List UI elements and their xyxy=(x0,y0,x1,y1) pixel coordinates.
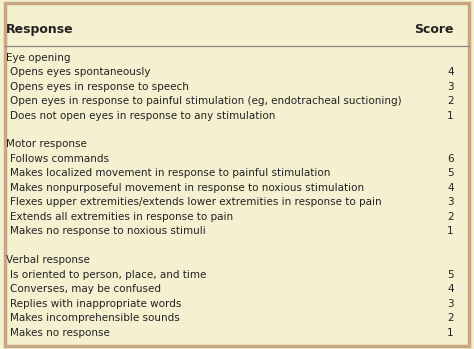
Text: Follows commands: Follows commands xyxy=(10,154,109,164)
Text: Score: Score xyxy=(414,23,454,36)
Text: 2: 2 xyxy=(447,212,454,222)
Text: Opens eyes in response to speech: Opens eyes in response to speech xyxy=(10,82,189,92)
Text: Makes localized movement in response to painful stimulation: Makes localized movement in response to … xyxy=(10,169,331,178)
Text: 3: 3 xyxy=(447,299,454,309)
Text: Makes no response to noxious stimuli: Makes no response to noxious stimuli xyxy=(10,226,206,236)
Text: Verbal response: Verbal response xyxy=(6,255,90,265)
Text: 5: 5 xyxy=(447,270,454,280)
Text: 5: 5 xyxy=(447,169,454,178)
Text: Response: Response xyxy=(6,23,74,36)
Text: 4: 4 xyxy=(447,67,454,77)
Text: Motor response: Motor response xyxy=(6,140,87,149)
Text: 1: 1 xyxy=(447,111,454,120)
Text: Makes nonpurposeful movement in response to noxious stimulation: Makes nonpurposeful movement in response… xyxy=(10,183,365,193)
Text: Extends all extremities in response to pain: Extends all extremities in response to p… xyxy=(10,212,234,222)
Text: 4: 4 xyxy=(447,284,454,294)
FancyBboxPatch shape xyxy=(5,3,469,346)
Text: Flexes upper extremities/extends lower extremities in response to pain: Flexes upper extremities/extends lower e… xyxy=(10,198,382,207)
Text: 2: 2 xyxy=(447,96,454,106)
Text: 3: 3 xyxy=(447,82,454,92)
Text: Eye opening: Eye opening xyxy=(6,53,71,63)
Text: 1: 1 xyxy=(447,226,454,236)
Text: Does not open eyes in response to any stimulation: Does not open eyes in response to any st… xyxy=(10,111,276,120)
Text: Replies with inappropriate words: Replies with inappropriate words xyxy=(10,299,182,309)
Text: Open eyes in response to painful stimulation (eg, endotracheal suctioning): Open eyes in response to painful stimula… xyxy=(10,96,402,106)
Text: 6: 6 xyxy=(447,154,454,164)
Text: 2: 2 xyxy=(447,313,454,323)
Text: 1: 1 xyxy=(447,328,454,337)
Text: Makes no response: Makes no response xyxy=(10,328,110,337)
Text: Is oriented to person, place, and time: Is oriented to person, place, and time xyxy=(10,270,207,280)
Text: 3: 3 xyxy=(447,198,454,207)
Text: Makes incomprehensible sounds: Makes incomprehensible sounds xyxy=(10,313,180,323)
Text: Converses, may be confused: Converses, may be confused xyxy=(10,284,162,294)
Text: 4: 4 xyxy=(447,183,454,193)
Text: Opens eyes spontaneously: Opens eyes spontaneously xyxy=(10,67,151,77)
